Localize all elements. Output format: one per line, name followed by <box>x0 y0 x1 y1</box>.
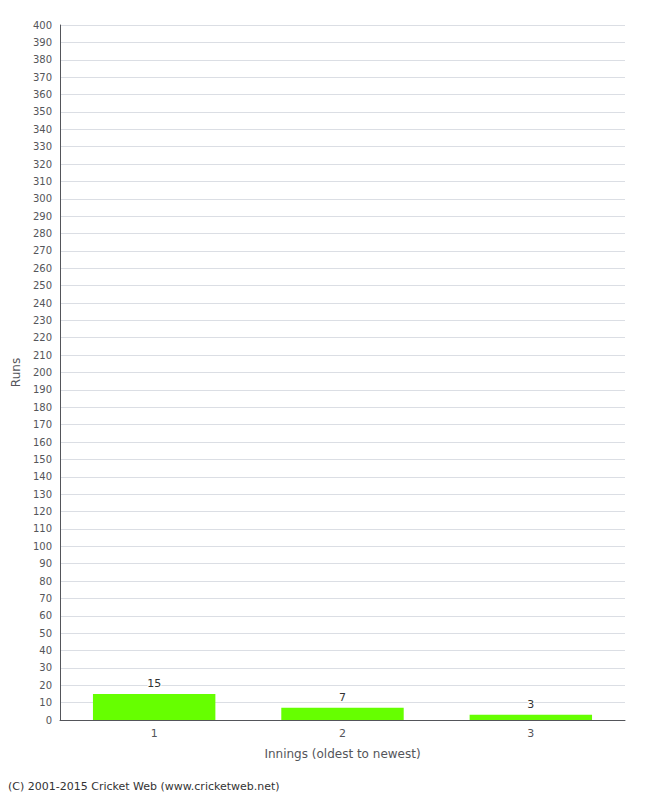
svg-text:60: 60 <box>39 610 52 621</box>
svg-text:90: 90 <box>39 558 52 569</box>
svg-text:240: 240 <box>33 298 52 309</box>
svg-text:70: 70 <box>39 593 52 604</box>
svg-text:330: 330 <box>33 141 52 152</box>
svg-text:30: 30 <box>39 662 52 673</box>
svg-text:390: 390 <box>33 37 52 48</box>
svg-text:220: 220 <box>33 332 52 343</box>
svg-text:150: 150 <box>33 454 52 465</box>
svg-text:80: 80 <box>39 576 52 587</box>
svg-text:140: 140 <box>33 471 52 482</box>
svg-text:10: 10 <box>39 697 52 708</box>
svg-text:0: 0 <box>46 715 52 726</box>
svg-text:50: 50 <box>39 628 52 639</box>
svg-text:350: 350 <box>33 106 52 117</box>
svg-text:400: 400 <box>33 20 52 31</box>
svg-text:3: 3 <box>527 727 534 740</box>
svg-text:360: 360 <box>33 89 52 100</box>
svg-text:Innings (oldest to newest): Innings (oldest to newest) <box>264 747 420 761</box>
svg-text:260: 260 <box>33 263 52 274</box>
svg-text:7: 7 <box>339 691 346 704</box>
svg-text:15: 15 <box>147 677 161 690</box>
svg-text:40: 40 <box>39 645 52 656</box>
svg-text:230: 230 <box>33 315 52 326</box>
svg-text:170: 170 <box>33 419 52 430</box>
svg-text:270: 270 <box>33 245 52 256</box>
svg-text:(C) 2001-2015 Cricket Web (www: (C) 2001-2015 Cricket Web (www.cricketwe… <box>8 780 280 793</box>
svg-text:380: 380 <box>33 54 52 65</box>
svg-text:280: 280 <box>33 228 52 239</box>
svg-text:200: 200 <box>33 367 52 378</box>
svg-text:1: 1 <box>151 727 158 740</box>
svg-text:3: 3 <box>527 698 534 711</box>
svg-text:320: 320 <box>33 159 52 170</box>
svg-text:20: 20 <box>39 680 52 691</box>
svg-text:120: 120 <box>33 506 52 517</box>
svg-text:160: 160 <box>33 437 52 448</box>
svg-text:190: 190 <box>33 384 52 395</box>
svg-text:370: 370 <box>33 72 52 83</box>
svg-text:Runs: Runs <box>9 358 23 387</box>
svg-text:300: 300 <box>33 193 52 204</box>
svg-text:180: 180 <box>33 402 52 413</box>
svg-text:110: 110 <box>33 523 52 534</box>
svg-text:210: 210 <box>33 350 52 361</box>
svg-text:130: 130 <box>33 489 52 500</box>
svg-text:100: 100 <box>33 541 52 552</box>
svg-text:250: 250 <box>33 280 52 291</box>
svg-text:310: 310 <box>33 176 52 187</box>
svg-text:2: 2 <box>339 727 346 740</box>
svg-text:340: 340 <box>33 124 52 135</box>
svg-text:290: 290 <box>33 211 52 222</box>
